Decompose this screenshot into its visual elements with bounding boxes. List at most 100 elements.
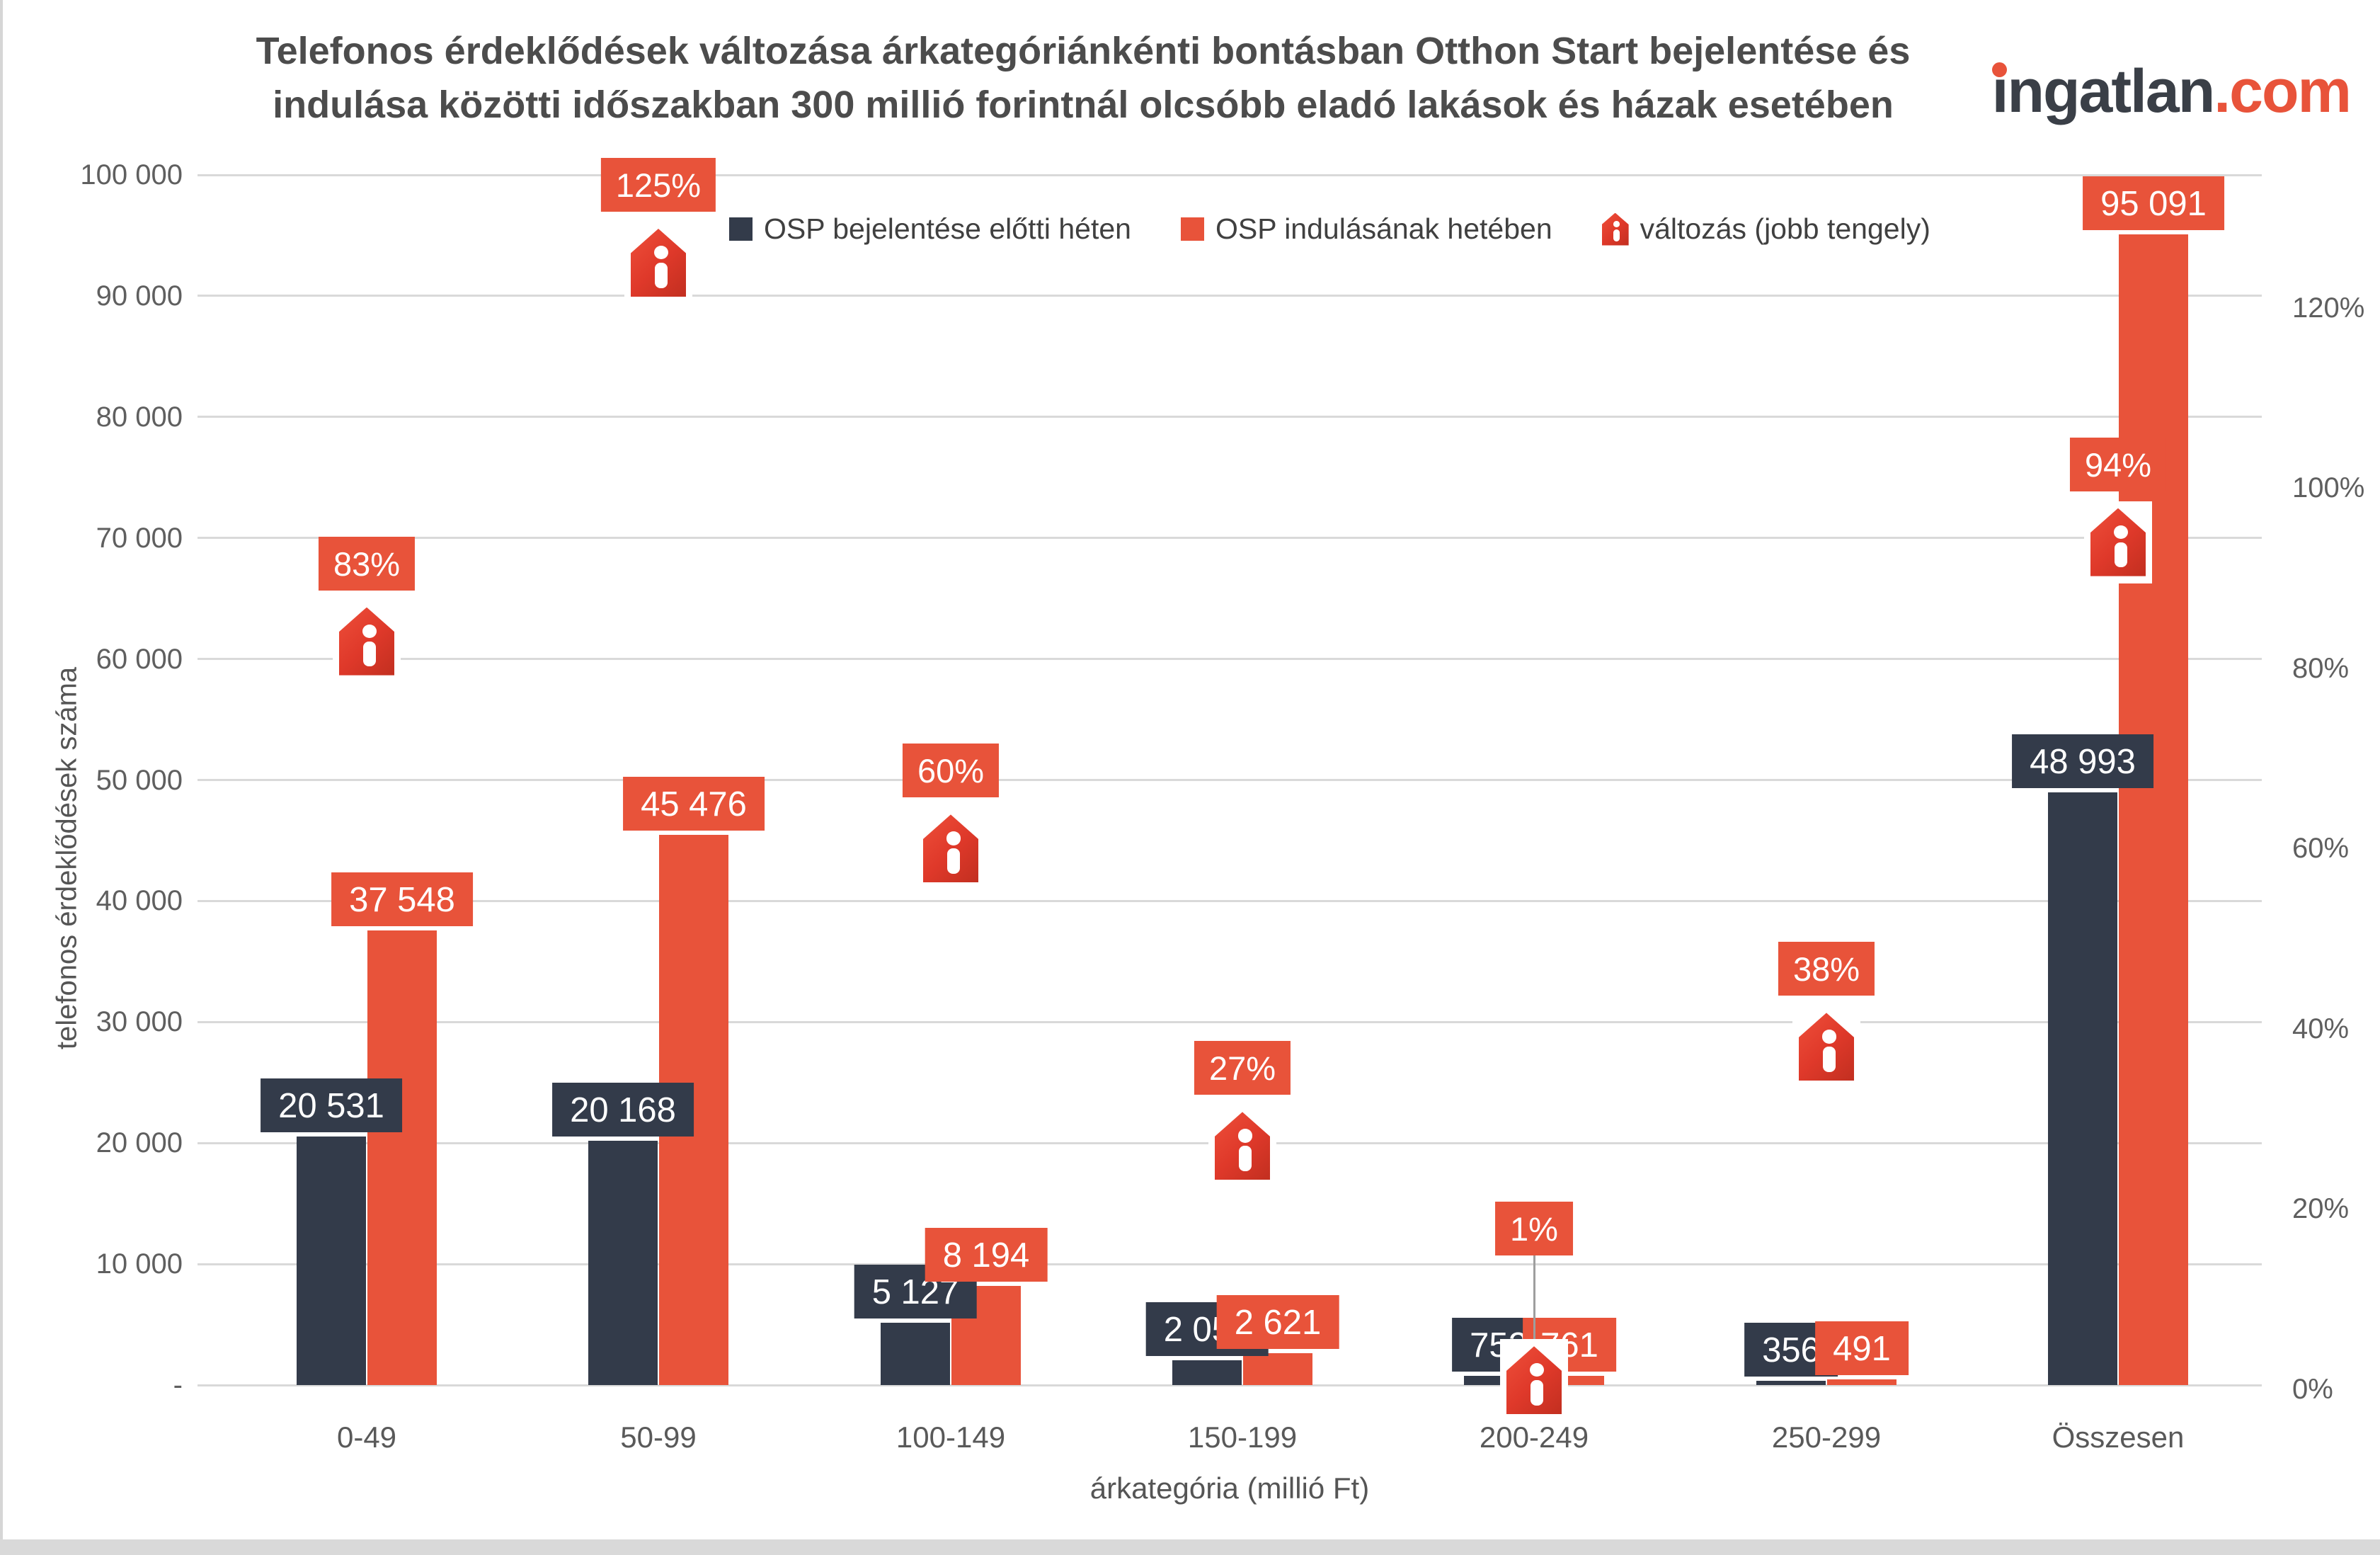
logo-letter-i: i bbox=[1991, 57, 2008, 125]
house-marker bbox=[624, 222, 692, 304]
window-bottom-edge bbox=[0, 1539, 2380, 1555]
legend-swatch-prev bbox=[729, 217, 753, 241]
left-axis-tick: 70 000 bbox=[96, 522, 183, 554]
bar-new bbox=[1243, 1353, 1312, 1385]
right-axis-tick: 80% bbox=[2292, 652, 2350, 684]
gridline bbox=[198, 1384, 2262, 1386]
left-axis-tick: 20 000 bbox=[96, 1127, 183, 1159]
logo-tld: .com bbox=[2214, 57, 2352, 125]
ingatlan-logo: i ngatlan.com bbox=[1991, 57, 2352, 127]
logo-brand-rest: ngatlan bbox=[2007, 57, 2215, 125]
bar-label-new: 45 476 bbox=[623, 776, 765, 831]
gridline bbox=[198, 1020, 2262, 1023]
legend-label-new: OSP indulásának hetében bbox=[1215, 212, 1552, 245]
house-icon bbox=[2090, 508, 2146, 576]
category-label: 0-49 bbox=[336, 1420, 397, 1454]
left-axis-tick: 100 000 bbox=[80, 159, 183, 190]
category-label: 200-249 bbox=[1479, 1420, 1589, 1454]
gridline bbox=[198, 899, 2262, 902]
bar-prev bbox=[297, 1137, 366, 1385]
category-label: 150-199 bbox=[1187, 1420, 1298, 1454]
left-axis-tick: 80 000 bbox=[96, 401, 183, 433]
bar-label-new: 8 194 bbox=[925, 1227, 1048, 1282]
bar-prev bbox=[1172, 1360, 1242, 1385]
bar-label-new: 95 091 bbox=[2083, 176, 2224, 230]
bar-label-prev: 20 168 bbox=[552, 1083, 694, 1137]
house-icon bbox=[1601, 212, 1629, 246]
legend-house-icon bbox=[1601, 212, 1629, 246]
gridline bbox=[198, 295, 2262, 297]
change-badge: 94% bbox=[2069, 437, 2167, 491]
bar-new bbox=[2119, 234, 2188, 1385]
legend: OSP bejelentése előtti héten OSP indulás… bbox=[729, 212, 1930, 246]
house-marker bbox=[2084, 501, 2152, 583]
house-marker bbox=[1792, 1006, 1860, 1088]
legend-swatch-new bbox=[1180, 217, 1204, 241]
window-left-edge bbox=[0, 0, 3, 1539]
chart-title-line1: Telefonos érdeklődések változása árkateg… bbox=[256, 30, 1911, 72]
gridline bbox=[198, 173, 2262, 176]
chart-title: Telefonos érdeklődések változása árkateg… bbox=[212, 24, 1954, 132]
right-axis-tick: 120% bbox=[2292, 292, 2365, 324]
house-icon bbox=[1215, 1112, 1270, 1180]
gridline bbox=[198, 537, 2262, 540]
legend-item-prev: OSP bejelentése előtti héten bbox=[729, 212, 1131, 246]
house-marker bbox=[1208, 1105, 1276, 1187]
house-icon bbox=[1799, 1013, 1854, 1081]
right-axis-tick: 0% bbox=[2292, 1374, 2333, 1405]
house-marker bbox=[333, 600, 401, 683]
bar-prev bbox=[1756, 1380, 1826, 1385]
right-axis-tick: 100% bbox=[2292, 472, 2365, 504]
bar-prev bbox=[881, 1323, 950, 1385]
change-badge: 38% bbox=[1778, 942, 1875, 996]
bar-new bbox=[367, 930, 437, 1385]
legend-item-new: OSP indulásának hetében bbox=[1180, 212, 1552, 246]
left-axis-title: telefonos érdeklődések száma bbox=[51, 666, 83, 1050]
bar-prev bbox=[2048, 792, 2117, 1385]
bar-label-new: 491 bbox=[1815, 1321, 1909, 1375]
change-badge: 27% bbox=[1194, 1041, 1291, 1095]
right-axis-tick: 40% bbox=[2292, 1013, 2350, 1044]
category-label: 50-99 bbox=[620, 1420, 697, 1454]
gridline bbox=[198, 416, 2262, 418]
change-badge: 60% bbox=[902, 744, 1000, 798]
change-badge: 1% bbox=[1495, 1202, 1573, 1255]
bar-label-prev: 48 993 bbox=[2012, 734, 2153, 788]
bar-prev bbox=[588, 1141, 658, 1385]
left-axis-tick: 50 000 bbox=[96, 764, 183, 796]
left-axis-tick: - bbox=[173, 1369, 183, 1401]
leader-line bbox=[1533, 1255, 1535, 1381]
category-label: 250-299 bbox=[1771, 1420, 1882, 1454]
legend-item-change: változás (jobb tengely) bbox=[1601, 212, 1930, 246]
chart-title-line2: indulása közötti időszakban 300 millió f… bbox=[273, 84, 1894, 126]
house-icon bbox=[1506, 1346, 1562, 1415]
category-label: Összesen bbox=[2052, 1420, 2185, 1454]
left-axis-tick: 40 000 bbox=[96, 885, 183, 917]
house-icon bbox=[339, 607, 394, 676]
left-axis-tick: 30 000 bbox=[96, 1006, 183, 1038]
house-marker bbox=[1500, 1339, 1568, 1422]
legend-label-change: változás (jobb tengely) bbox=[1640, 212, 1930, 245]
change-badge: 125% bbox=[600, 158, 716, 212]
gridline bbox=[198, 658, 2262, 661]
gridline bbox=[198, 779, 2262, 781]
gridline bbox=[198, 1263, 2262, 1265]
left-axis-tick: 10 000 bbox=[96, 1248, 183, 1280]
left-axis-tick: 60 000 bbox=[96, 643, 183, 675]
house-icon bbox=[923, 814, 978, 883]
right-axis-tick: 20% bbox=[2292, 1193, 2350, 1225]
bar-label-new: 2 621 bbox=[1216, 1295, 1339, 1350]
x-axis-title: árkategória (millió Ft) bbox=[1089, 1471, 1370, 1505]
logo-i-dot-icon bbox=[1991, 62, 2007, 77]
bar-new bbox=[1827, 1379, 1896, 1385]
logo-brand: i ngatlan bbox=[1991, 57, 2215, 125]
bar-label-new: 37 548 bbox=[331, 872, 473, 927]
house-marker bbox=[917, 807, 985, 890]
change-badge: 83% bbox=[318, 536, 416, 591]
right-axis-tick: 60% bbox=[2292, 833, 2350, 865]
category-label: 100-149 bbox=[896, 1420, 1006, 1454]
left-axis-tick: 90 000 bbox=[96, 280, 183, 312]
legend-label-prev: OSP bejelentése előtti héten bbox=[764, 212, 1131, 245]
bar-label-prev: 20 531 bbox=[261, 1078, 402, 1133]
